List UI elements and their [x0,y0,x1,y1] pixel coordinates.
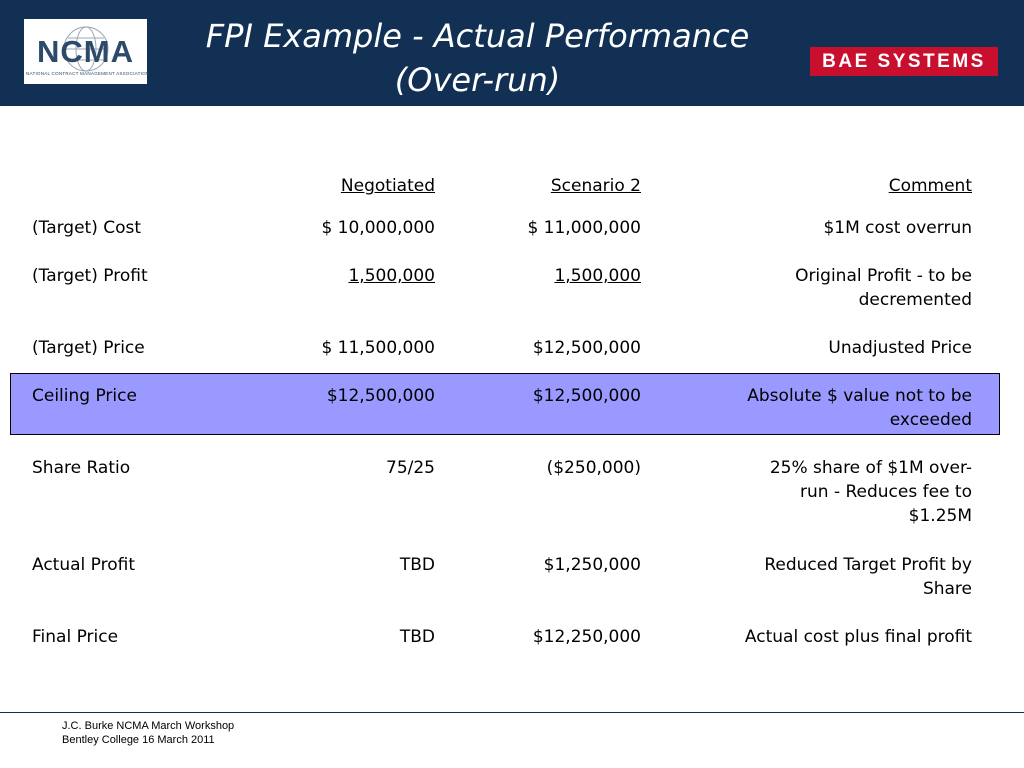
slide-title: FPI Example - Actual Performance (Over-r… [170,14,785,102]
row-label: (Target) Profit [32,266,148,286]
ncma-logo-text: NCMA [37,34,134,69]
negotiated-value: $ 10,000,000 [321,218,435,238]
comment: Actual cost plus final profit [744,627,972,647]
comment: Original Profit - to be decremented [795,266,972,310]
scenario-2-value: 1,500,000 [554,266,641,286]
footer-line-1: J.C. Burke NCMA March Workshop [62,720,235,732]
fpi-table: Negotiated Scenario 2 Comment (Target) C… [32,176,972,647]
negotiated-value: TBD [399,555,435,575]
negotiated-value: $12,500,000 [326,386,435,406]
comment: Unadjusted Price [828,338,972,358]
negotiated-value: $ 11,500,000 [321,338,435,358]
row-label: (Target) Price [32,338,145,358]
footer-divider [0,712,1024,713]
comment: Absolute $ value not to be exceeded [747,386,972,430]
row-label: Actual Profit [32,555,136,575]
negotiated-value: TBD [399,627,435,647]
scenario-2-value: $1,250,000 [543,555,641,575]
bae-systems-logo: BAE SYSTEMS [810,47,998,76]
title-line-1: FPI Example - Actual Performance [205,17,750,55]
footer: J.C. Burke NCMA March Workshop Bentley C… [62,719,234,747]
globe-icon [63,26,109,72]
column-header-comment: Comment [888,176,972,196]
row-label: Share Ratio [32,458,131,478]
scenario-2-value: $ 11,000,000 [527,218,641,238]
row-label: Ceiling Price [32,386,137,406]
ceiling-price-highlight [10,373,1000,435]
title-line-2: (Over-run) [394,61,561,99]
column-header-scenario-2: Scenario 2 [550,176,641,196]
scenario-2-value: $12,250,000 [532,627,641,647]
scenario-2-value: $12,500,000 [532,338,641,358]
scenario-2-value: $12,500,000 [532,386,641,406]
comment: $1M cost overrun [823,218,972,238]
negotiated-value: 1,500,000 [348,266,435,286]
column-header-negotiated: Negotiated [340,176,435,196]
negotiated-value: 75/25 [386,458,435,478]
row-label: Final Price [32,627,119,647]
ncma-logo-subtext: NATIONAL CONTRACT MANAGEMENT ASSOCIATION [26,71,150,76]
scenario-2-value: ($250,000) [546,458,641,478]
comment: Reduced Target Profit by Share [764,555,972,599]
row-label: (Target) Cost [32,218,142,238]
footer-line-2: Bentley College 16 March 2011 [62,734,215,746]
comment: 25% share of $1M over-run - Reduces fee … [769,458,972,526]
ncma-logo: NCMA NATIONAL CONTRACT MANAGEMENT ASSOCI… [24,19,150,84]
header-band: NCMA NATIONAL CONTRACT MANAGEMENT ASSOCI… [0,0,1024,106]
